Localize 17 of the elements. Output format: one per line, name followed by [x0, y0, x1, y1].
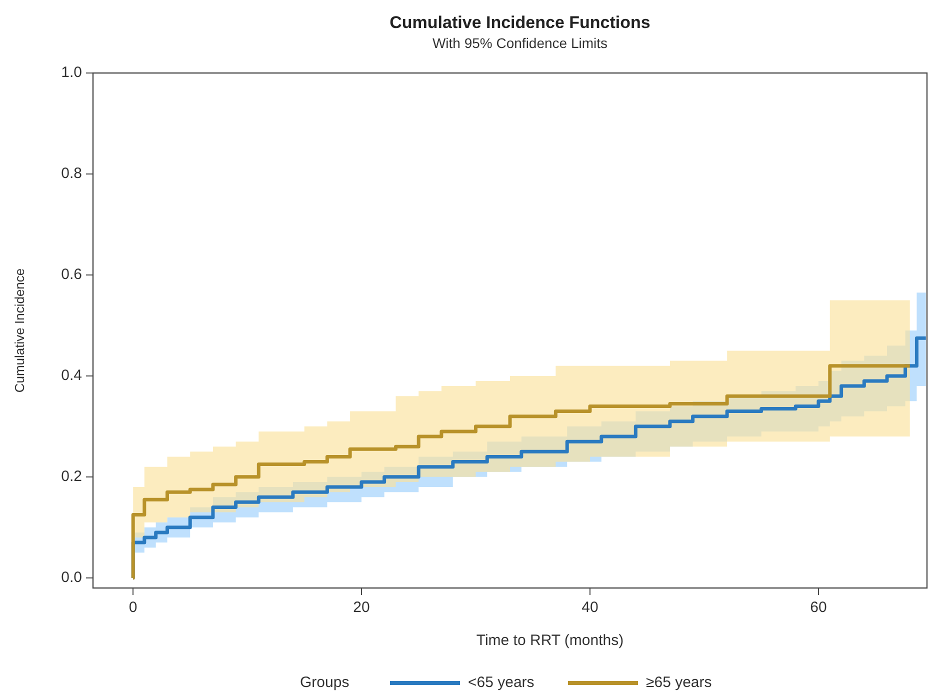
x-tick-label: 60 — [810, 599, 827, 616]
legend-label: <65 years — [468, 674, 534, 691]
legend-title: Groups — [300, 674, 350, 691]
x-tick-label: 40 — [582, 599, 598, 616]
x-axis-title: Time to RRT (months) — [476, 632, 624, 649]
x-tick-label: 0 — [128, 599, 138, 616]
chart-title: Cumulative Incidence Functions — [390, 13, 650, 32]
y-tick-label: 0.8 — [61, 164, 82, 182]
legend-label: ≥65 years — [646, 674, 712, 691]
y-tick-label: 0.2 — [61, 468, 82, 485]
y-tick-label: 0.4 — [61, 366, 82, 384]
y-tick-label: 0.6 — [61, 266, 82, 283]
x-tick-label: 20 — [353, 599, 370, 616]
y-tick-label: 0.0 — [61, 568, 82, 586]
y-tick-label: 1.0 — [61, 64, 82, 81]
chart-subtitle: With 95% Confidence Limits — [432, 35, 608, 51]
y-axis-title: Cumulative Incidence — [12, 268, 27, 393]
